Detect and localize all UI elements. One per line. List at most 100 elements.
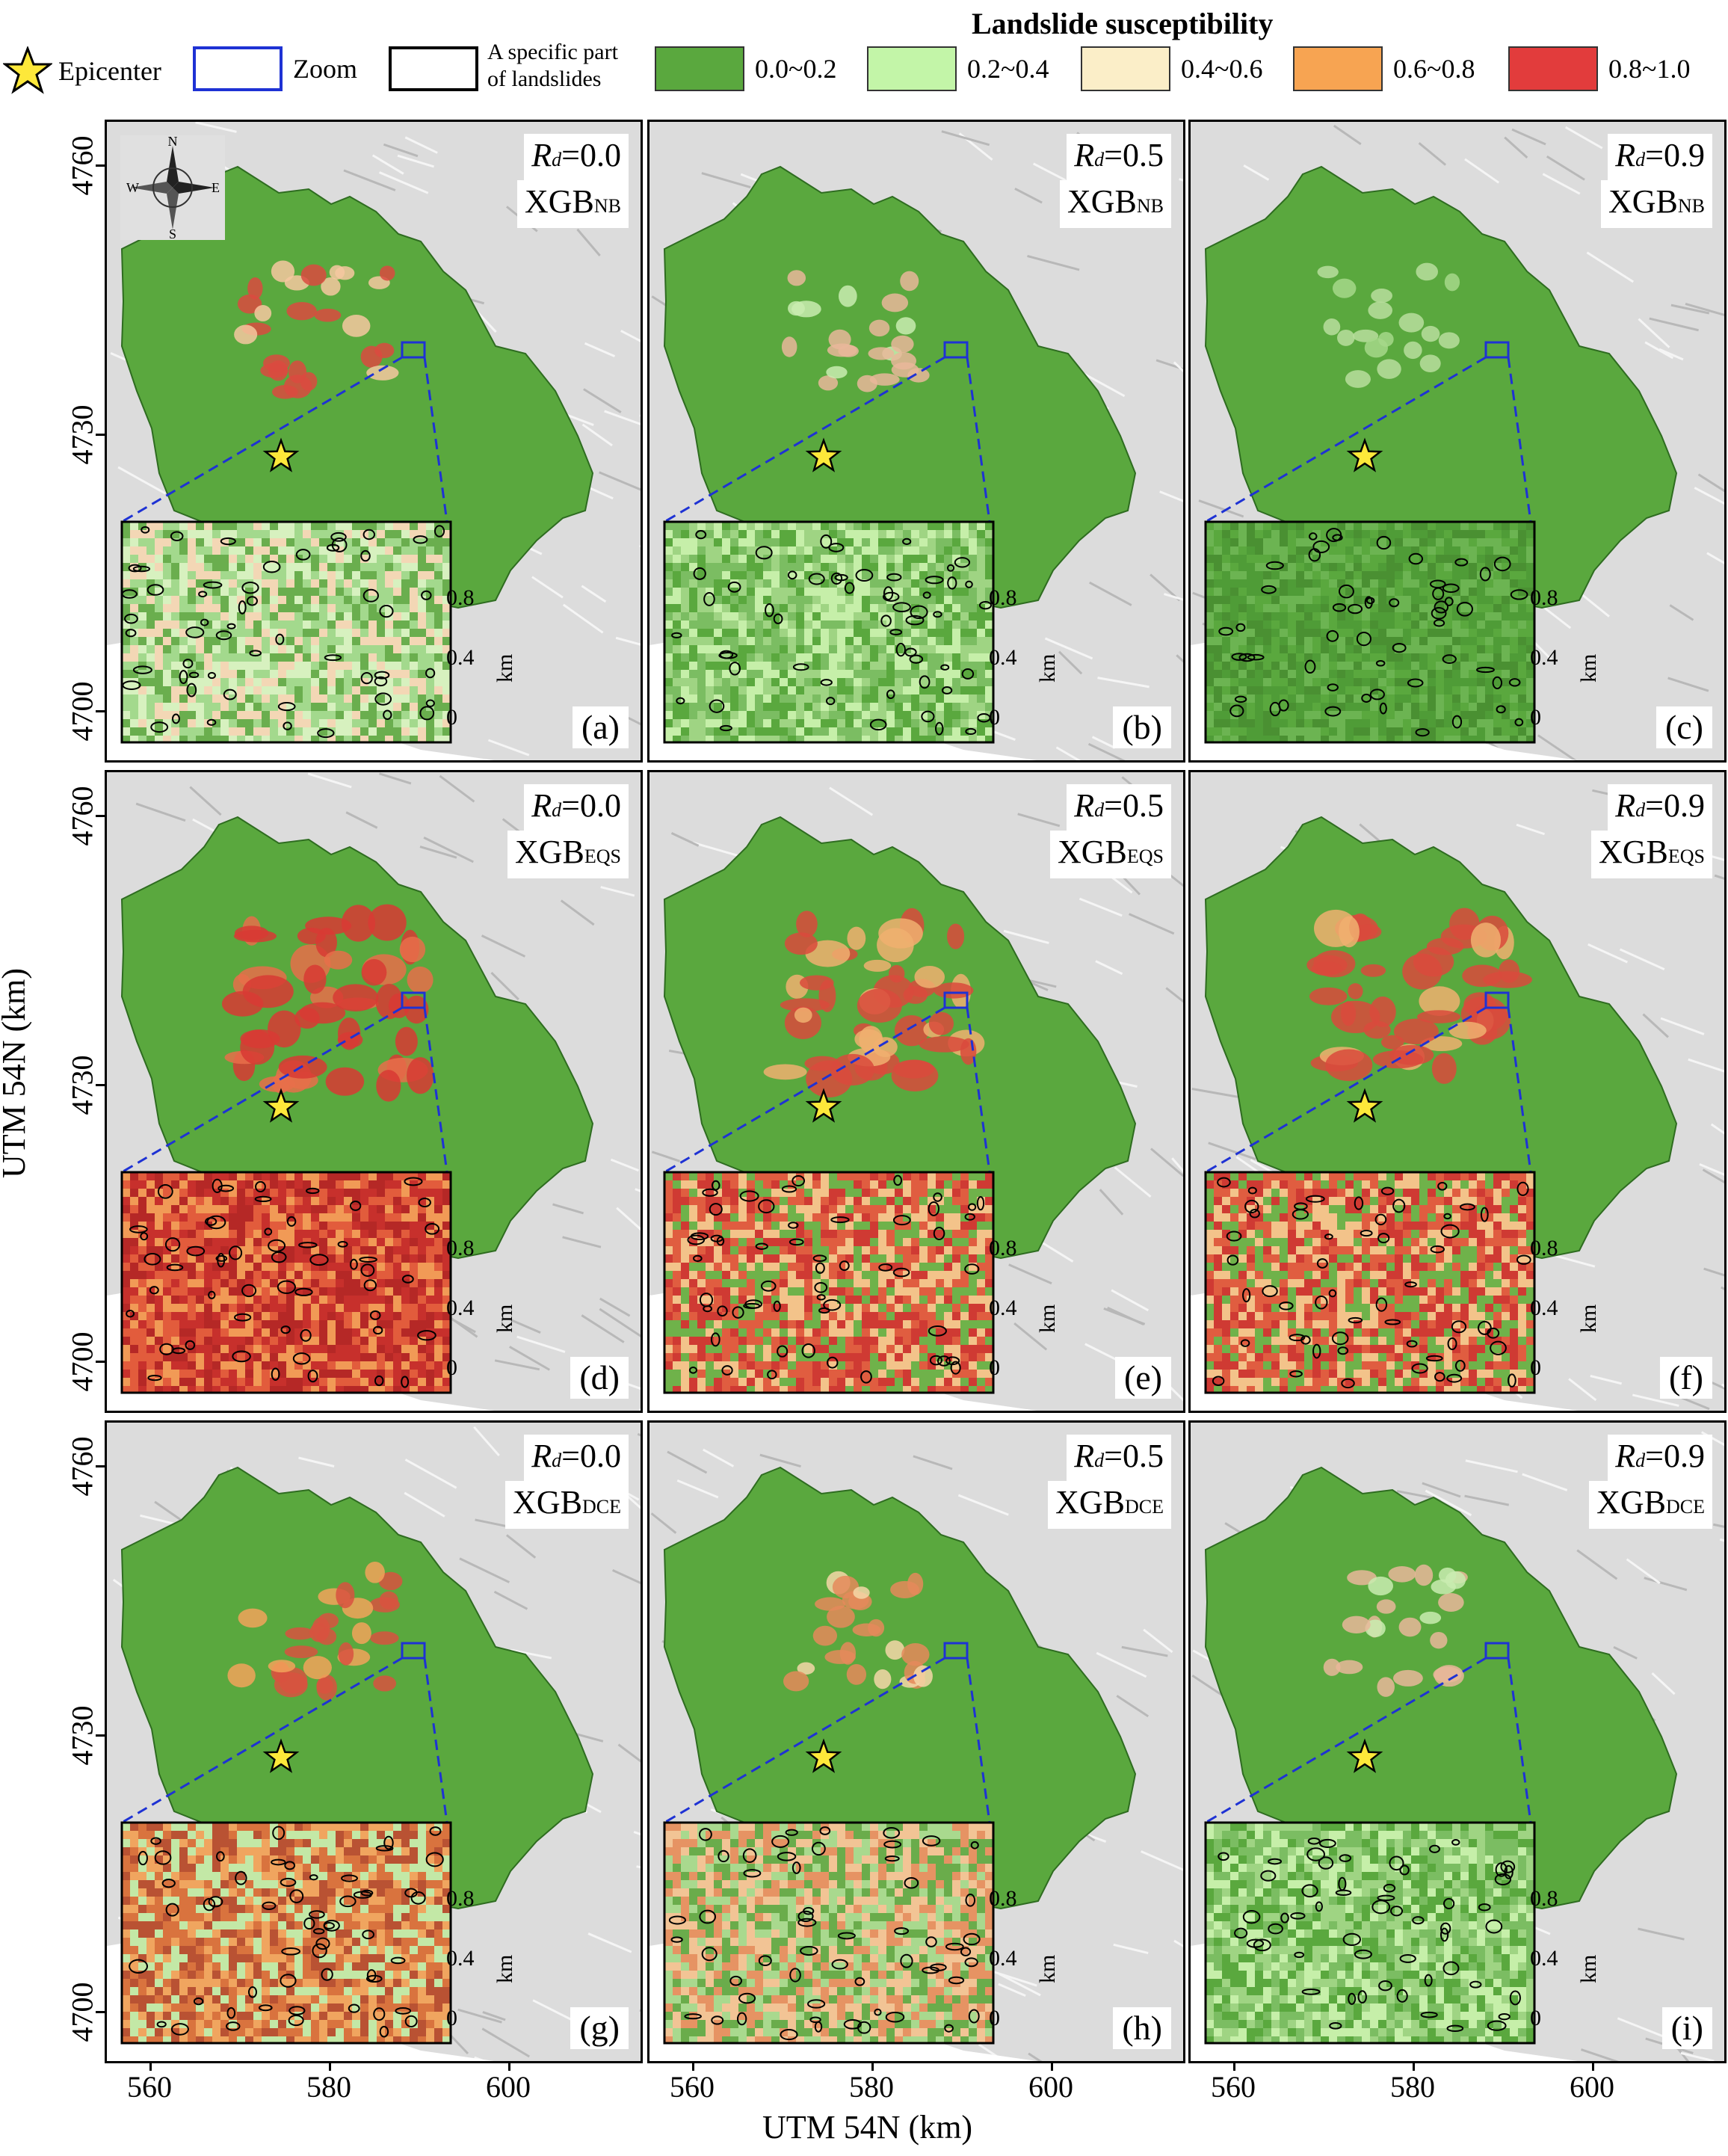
inset-cell: [862, 522, 870, 530]
inset-cell: [1206, 719, 1214, 727]
inset-cell: [664, 711, 673, 719]
inset-cell: [319, 727, 327, 736]
inset-cell: [196, 522, 204, 530]
inset-cell: [344, 620, 352, 629]
inset-cell: [311, 1254, 319, 1263]
inset-cell: [336, 596, 344, 604]
inset-cell: [1263, 653, 1271, 662]
inset-cell: [311, 1230, 319, 1238]
inset-cell: [1485, 530, 1493, 538]
inset-cell: [1469, 662, 1477, 670]
inset-cell: [377, 530, 385, 538]
inset-cell: [418, 736, 426, 742]
inset-cell: [220, 596, 229, 604]
inset-cell: [426, 571, 434, 579]
inset-cell: [237, 1197, 245, 1205]
inset-cell: [377, 579, 385, 588]
inset-cell: [179, 1189, 188, 1197]
inset-cell: [196, 1370, 204, 1378]
susceptibility-hotspot: [1323, 318, 1341, 336]
inset-cell: [821, 588, 829, 596]
inset-cell: [360, 522, 368, 530]
inset-cell: [204, 1312, 212, 1320]
inset-cell: [706, 546, 714, 555]
inset-cell: [1526, 579, 1534, 588]
inset-cell: [1222, 719, 1230, 727]
inset-cell: [1452, 662, 1460, 670]
inset-cell: [812, 670, 821, 678]
inset-cell: [1419, 555, 1428, 563]
inset-cell: [352, 711, 360, 719]
inset-cell: [352, 555, 360, 563]
inset-cell: [220, 620, 229, 629]
inset-cell: [360, 1222, 368, 1230]
inset-cell: [401, 1312, 410, 1320]
inset-cell: [919, 629, 928, 637]
inset-cell: [188, 1230, 196, 1238]
inset-cell: [1321, 604, 1329, 612]
inset-cell: [845, 538, 854, 546]
inset-cell: [1493, 571, 1502, 579]
inset-cell: [714, 612, 722, 620]
inset-cell: [360, 1312, 368, 1320]
inset-cell: [796, 711, 804, 719]
inset-cell: [130, 1189, 138, 1197]
inset-cell: [426, 1263, 434, 1271]
inset-cell: [179, 1263, 188, 1271]
inset-cell: [969, 662, 977, 670]
inset-cell: [188, 727, 196, 736]
inset-cell: [212, 612, 220, 620]
inset-cell: [689, 571, 697, 579]
inset-cell: [804, 711, 812, 719]
inset-cell: [327, 1180, 336, 1189]
inset-cell: [270, 653, 278, 662]
inset-cell: [130, 1370, 138, 1378]
inset-cell: [837, 727, 845, 736]
landslide-outline: [433, 525, 445, 538]
inset-cell: [706, 612, 714, 620]
inset-cell: [689, 703, 697, 711]
inset-cell: [253, 637, 262, 645]
inset-cell: [245, 719, 253, 727]
inset-cell: [1288, 629, 1296, 637]
inset-cell: [311, 530, 319, 538]
inset-cell: [179, 1271, 188, 1279]
inset-cell: [1460, 538, 1469, 546]
inset-cell: [122, 1222, 130, 1230]
inset-cell: [1386, 620, 1395, 629]
inset-cell: [1230, 588, 1238, 596]
inset-cell: [681, 686, 689, 694]
inset-cell: [303, 1222, 311, 1230]
inset-cell: [270, 1345, 278, 1353]
inset-cell: [960, 555, 969, 563]
inset-cell: [1370, 736, 1378, 742]
inset-cell: [442, 588, 451, 596]
inset-cell: [1296, 645, 1304, 653]
inset-cell: [1526, 703, 1534, 711]
inset-cell: [146, 571, 155, 579]
inset-cell: [319, 1189, 327, 1197]
inset-cell: [870, 678, 878, 686]
inset-cell: [294, 1370, 303, 1378]
hillshade-ridge: [562, 603, 604, 634]
inset-cell: [393, 620, 401, 629]
landslide-outline: [249, 650, 262, 657]
inset-cell: [1526, 546, 1534, 555]
inset-cell: [393, 571, 401, 579]
inset-cell: [1255, 637, 1263, 645]
inset-cell: [738, 530, 747, 538]
landslide-outline: [1231, 653, 1247, 661]
inset-cell: [253, 620, 262, 629]
inset-cell: [237, 1180, 245, 1189]
inset-cell: [360, 1304, 368, 1312]
inset-cell: [1477, 563, 1485, 571]
inset-cell: [344, 571, 352, 579]
inset-cell: [1436, 579, 1444, 588]
inset-cell: [788, 645, 796, 653]
inset-cell: [1247, 711, 1255, 719]
inset-cell: [262, 1263, 270, 1271]
inset-cell: [1329, 653, 1337, 662]
inset-cell: [146, 1205, 155, 1213]
inset-cell: [188, 1172, 196, 1180]
landslide-outline: [379, 605, 394, 618]
